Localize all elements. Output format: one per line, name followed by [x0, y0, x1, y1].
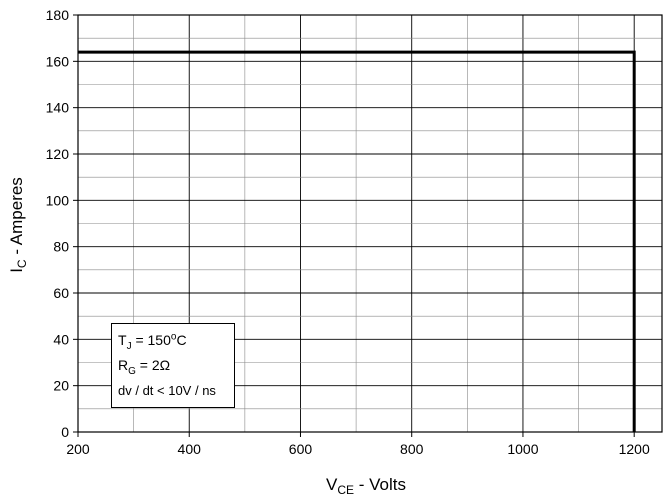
dv-dt: dv / dt < 10V / ns: [118, 383, 216, 398]
x-tick-labels: 200 400 600 800 1000 1200: [66, 432, 650, 457]
x-axis-label: VCE - Volts: [326, 475, 406, 497]
y-tick-label: 40: [53, 331, 69, 347]
x-tick-label: 600: [289, 441, 313, 457]
y-tick-label: 140: [46, 100, 70, 116]
x-tick-label: 400: [178, 441, 202, 457]
series: [78, 50, 636, 432]
y-tick-label: 180: [46, 7, 70, 23]
conditions-legend: TJ = 150oC RG = 2Ω dv / dt < 10V / ns: [111, 323, 235, 408]
y-tick-label: 160: [46, 53, 70, 69]
y-tick-label: 0: [61, 424, 69, 440]
plot-frame: [77, 14, 663, 433]
y-tick-label: 60: [53, 285, 69, 301]
x-tick-label: 1200: [619, 441, 650, 457]
gate-resistance: RG = 2Ω: [118, 357, 171, 377]
y-tick-label: 20: [53, 378, 69, 394]
x-tick-label: 200: [66, 441, 90, 457]
rbsoa-boundary-line: [78, 50, 636, 432]
x-tick-label: 800: [400, 441, 424, 457]
y-tick-label: 100: [46, 192, 70, 208]
y-tick-labels: 0 20 40 60 80 100 120 140 160 180: [46, 7, 78, 440]
junction-temperature: TJ = 150oC: [118, 331, 187, 352]
y-tick-label: 80: [53, 239, 69, 255]
y-axis-label: IC - Amperes: [7, 177, 29, 273]
y-tick-label: 120: [46, 146, 70, 162]
x-tick-label: 1000: [507, 441, 538, 457]
